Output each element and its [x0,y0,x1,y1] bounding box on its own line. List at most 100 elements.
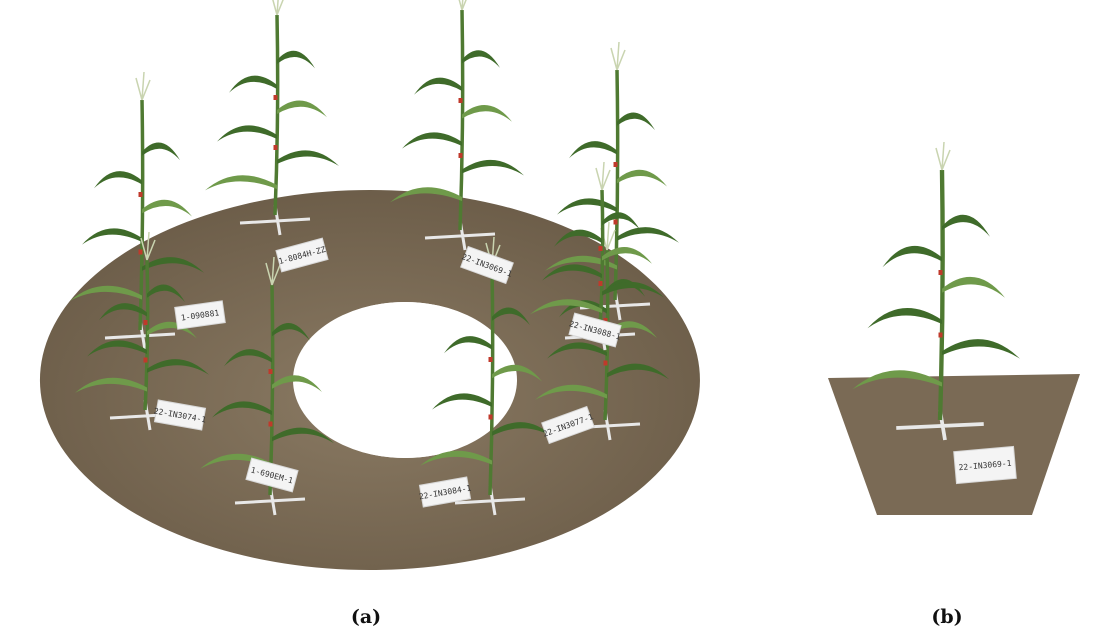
plant-leaf [942,276,1005,298]
node-marker [143,320,148,325]
plant-leaf [87,340,147,357]
plant-leaf [602,247,652,264]
plant-tassel [458,0,467,11]
plant-leaf [942,339,1020,359]
plant-leaf [867,308,942,329]
plant-leaf [444,336,492,354]
node-marker [938,270,943,275]
plant-leaf [607,363,669,380]
plant-leaf [617,169,667,187]
plant-leaf [99,303,147,321]
plant-leaf [147,359,209,375]
node-marker [488,414,493,420]
plant-leaf [542,264,602,281]
node-marker [603,360,608,366]
plant-leaf [390,187,462,203]
plant-label-tag: 1-090881 [174,300,226,330]
plant-label-tag: 22-IN3088-1 [568,312,622,348]
plant-leaf [229,75,277,93]
plant-label-tag: 22-IN3069-1 [953,445,1017,485]
maize-plant [70,71,204,351]
plant-tassel [610,41,626,71]
plant-leaf [462,105,512,122]
label-tag-card [568,312,622,348]
plant-leaf [70,285,142,301]
plant-label-tag: 1-8084H-ZZ [275,237,329,273]
plant-leaf [492,364,542,382]
plant-leaf [402,132,462,149]
plant-leaf [942,214,990,237]
label-tag-card [153,399,207,431]
plant-leaf [617,227,679,243]
plant-leaf [224,349,272,367]
plant-stem [937,169,945,421]
node-marker [613,162,618,167]
node-marker [138,249,143,255]
plant-tassel [935,141,951,171]
plant-leaf [272,427,334,444]
plant-tassel [595,161,611,191]
label-tag-card [460,245,514,285]
plant-leaf [200,453,272,469]
maize-plant [205,0,339,236]
plant-tassel [140,231,156,261]
node-marker [268,369,273,374]
plant-leaf [217,125,277,142]
plant-tassel [265,256,281,286]
panel-a-ring-of-maize-plants: 1-090881 1-8084H-ZZ 22-IN3069-1 22-IN3088-1… [39,0,700,628]
node-marker [598,281,603,286]
panel-b-caption: (b) [931,606,963,628]
plant-leaf [557,198,617,215]
maize-plant [420,236,554,516]
node-marker [273,145,278,150]
node-marker [458,98,463,103]
node-marker [268,421,273,427]
panel-a-caption: (a) [350,606,382,628]
plant-leaf [852,370,942,390]
maize-plant [852,141,1020,441]
plant-leaf [602,212,640,230]
plant-tassel [135,71,151,101]
node-marker [603,318,608,323]
label-tag-card [245,457,299,493]
node-marker [138,192,143,197]
plant-tassel [272,0,284,16]
plant-leaf [492,422,554,438]
plant-leaf [272,323,310,341]
plant-leaf [82,228,142,245]
plant-leaf [559,300,607,318]
ring-inner-hole [293,302,517,458]
plant-leaf [142,257,204,273]
single-plant-image: 22-IN3069-1 [828,141,1080,515]
plant-leaf [569,141,617,159]
label-tag-card [541,405,595,445]
plant-leaf [277,50,315,69]
plant-leaf [530,299,602,315]
plant-leaf [205,175,277,191]
node-marker [613,219,618,225]
plant-leaf [142,199,192,217]
ring-platform [39,190,700,570]
node-marker [143,357,148,363]
maize-plant [75,231,209,431]
plant-leaf [432,393,492,410]
plant-leaf [545,255,617,271]
plant-leaf [554,229,602,247]
plant-leaf [272,375,322,392]
label-tag-card [418,476,472,508]
plant-label-tag: 22-IN3074-1 [153,399,207,431]
label-tag-card [953,445,1017,485]
plant-label-tag: 1-690EM-1 [245,457,299,493]
node-marker [598,246,603,251]
plant-leaf [602,281,664,298]
plant-stem [613,69,620,301]
plant-leaf [142,142,180,161]
plant-leaf [462,159,524,176]
platform-segment [828,374,1080,515]
maize-plant [390,0,524,251]
plant-leaf [607,279,645,297]
plant-stem [488,264,495,496]
plant-leaf [617,112,655,131]
node-marker [458,153,463,158]
